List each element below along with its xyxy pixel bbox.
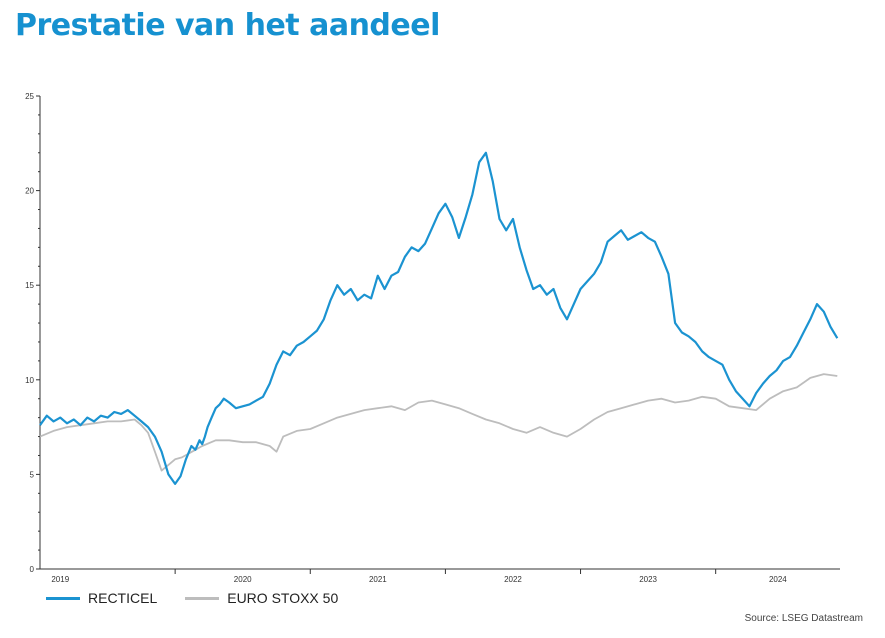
x-tick-label: 2022 (504, 575, 522, 584)
legend-label-recticel: RECTICEL (88, 590, 158, 606)
series-line-recticel (39, 151, 839, 485)
x-tick-label: 2024 (769, 575, 787, 584)
page-title: Prestatie van het aandeel (15, 8, 440, 43)
series-layer (39, 151, 839, 485)
legend-item-recticel: RECTICEL (46, 590, 157, 606)
y-tick-label: 20 (25, 187, 34, 196)
x-tick-label: 2021 (369, 575, 387, 584)
source-note: Source: LSEG Datastream (744, 613, 863, 624)
x-tick-label: 2023 (639, 575, 657, 584)
y-tick-label: 25 (25, 92, 34, 101)
x-tick-label: 2019 (51, 575, 69, 584)
series-line-eurostoxx (39, 373, 838, 472)
legend-item-eurostoxx: EURO STOXX 50 (185, 590, 338, 606)
y-ticks: 0 5 10 15 20 25 (25, 92, 40, 574)
y-tick-label: 5 (30, 470, 35, 479)
legend: RECTICEL EURO STOXX 50 (46, 590, 366, 606)
x-tick-label: 2020 (234, 575, 252, 584)
y-tick-label: 10 (25, 376, 34, 385)
legend-swatch-recticel (46, 596, 80, 600)
x-ticks: 2019 2020 2021 2022 2023 2024 (51, 569, 787, 584)
plot-frame (39, 96, 840, 570)
y-tick-label: 0 (30, 565, 35, 574)
legend-swatch-eurostoxx (185, 596, 220, 600)
y-tick-label: 15 (25, 281, 34, 290)
legend-label-eurostoxx: EURO STOXX 50 (227, 590, 339, 606)
